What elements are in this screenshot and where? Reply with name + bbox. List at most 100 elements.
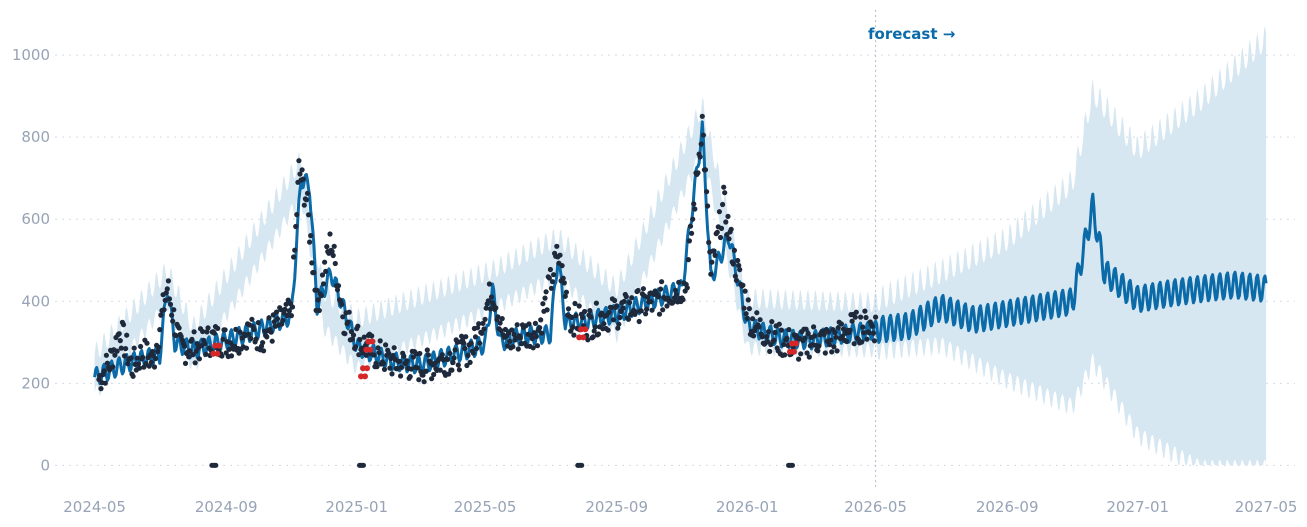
observed-point xyxy=(417,350,423,357)
observed-point xyxy=(437,367,443,373)
observed-point xyxy=(736,262,742,269)
observed-point xyxy=(487,306,493,312)
observed-point xyxy=(301,202,307,208)
forecast-annotation: forecast → xyxy=(868,25,955,43)
observed-point xyxy=(291,254,297,260)
observed-point xyxy=(588,314,594,320)
observed-point xyxy=(569,314,575,320)
observed-point xyxy=(196,356,202,362)
observed-point xyxy=(320,281,327,287)
observed-point xyxy=(579,314,586,321)
observed-point xyxy=(782,352,788,358)
observed-point xyxy=(625,316,632,322)
observed-point xyxy=(866,330,872,336)
observed-point xyxy=(821,331,827,337)
observed-point xyxy=(299,167,305,173)
observed-point xyxy=(482,316,488,322)
observed-point xyxy=(741,305,747,311)
observed-point xyxy=(706,239,712,246)
observed-point xyxy=(332,260,338,267)
observed-point xyxy=(534,343,541,349)
observed-point xyxy=(274,316,281,322)
observed-point xyxy=(834,348,840,354)
observed-point xyxy=(721,184,727,190)
anomaly-point xyxy=(793,340,799,347)
observed-point xyxy=(480,320,486,326)
observed-point xyxy=(873,314,879,320)
observed-point xyxy=(711,248,717,254)
observed-point xyxy=(573,313,579,319)
observed-point xyxy=(215,325,221,331)
observed-point xyxy=(355,323,361,329)
x-tick-label: 2026-09 xyxy=(976,498,1039,516)
observed-point xyxy=(439,352,445,358)
observed-point xyxy=(515,346,521,352)
observed-point xyxy=(852,314,858,320)
observed-point xyxy=(560,275,566,281)
observed-point xyxy=(101,368,107,374)
observed-point xyxy=(722,190,728,196)
y-tick-label: 1000 xyxy=(12,46,50,64)
observed-point xyxy=(374,364,380,370)
observed-point xyxy=(509,327,515,333)
observed-point xyxy=(829,349,835,355)
observed-point xyxy=(863,314,869,321)
observed-point xyxy=(806,354,812,360)
observed-point xyxy=(103,352,109,358)
observed-point xyxy=(318,293,324,299)
observed-point xyxy=(376,350,382,356)
observed-point xyxy=(592,324,598,330)
observed-point xyxy=(781,341,787,348)
observed-point xyxy=(698,141,704,147)
observed-point xyxy=(396,358,403,364)
observed-point xyxy=(166,296,173,302)
observed-point xyxy=(507,338,513,344)
observed-point xyxy=(314,287,320,293)
observed-point xyxy=(804,350,810,356)
observed-point xyxy=(743,311,749,317)
observed-point xyxy=(479,330,485,336)
observed-point xyxy=(228,353,235,359)
observed-point xyxy=(237,329,243,335)
observed-point xyxy=(853,309,859,315)
observed-point xyxy=(502,326,508,333)
observed-point xyxy=(331,243,337,249)
observed-point xyxy=(173,332,179,339)
observed-point xyxy=(561,280,567,286)
observed-point xyxy=(595,331,602,337)
observed-point xyxy=(361,334,367,340)
observed-point xyxy=(623,294,629,300)
observed-point xyxy=(456,367,462,373)
observed-point xyxy=(495,314,501,320)
observed-point xyxy=(687,223,694,229)
observed-point xyxy=(756,324,762,330)
observed-point xyxy=(493,305,499,311)
observed-point xyxy=(445,356,451,362)
observed-point xyxy=(246,331,252,337)
observed-point xyxy=(565,306,572,312)
observed-point xyxy=(134,355,140,361)
observed-point xyxy=(297,171,303,177)
observed-point xyxy=(816,343,822,349)
observed-point xyxy=(421,379,427,385)
observed-point xyxy=(629,295,635,301)
observed-point xyxy=(462,345,468,352)
observed-point xyxy=(838,321,845,327)
observed-point xyxy=(862,308,868,314)
observed-point xyxy=(118,345,124,351)
observed-point xyxy=(390,352,396,359)
observed-point xyxy=(253,336,259,342)
observed-point xyxy=(684,285,690,291)
observed-point xyxy=(190,352,196,358)
observed-point xyxy=(233,326,239,332)
observed-point xyxy=(557,252,563,258)
observed-point xyxy=(680,297,686,303)
observed-point xyxy=(763,334,770,340)
observed-point xyxy=(350,332,357,338)
observed-point xyxy=(387,365,393,371)
observed-point xyxy=(614,303,620,309)
observed-point xyxy=(464,362,470,369)
observed-point xyxy=(839,333,846,339)
observed-point xyxy=(802,335,808,341)
observed-point xyxy=(266,315,272,321)
